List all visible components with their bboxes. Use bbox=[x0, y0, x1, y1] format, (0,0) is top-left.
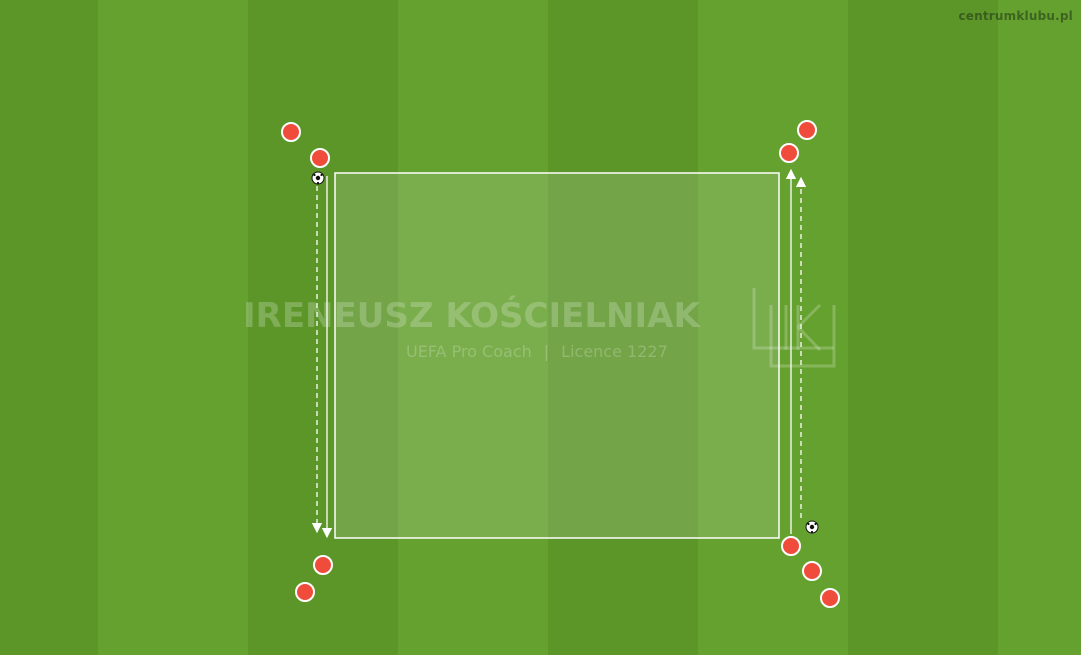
watermark-separator: | bbox=[543, 342, 550, 361]
player-marker bbox=[781, 536, 801, 556]
player-marker bbox=[281, 122, 301, 142]
training-zone bbox=[334, 172, 780, 539]
players bbox=[281, 120, 840, 608]
player-marker bbox=[820, 588, 840, 608]
player-marker bbox=[779, 143, 799, 163]
player-marker bbox=[295, 582, 315, 602]
site-label: centrumklubu.pl bbox=[958, 9, 1073, 23]
watermark-subtitle: UEFA Pro Coach | Licence 1227 bbox=[406, 342, 668, 361]
watermark-licence: Licence 1227 bbox=[561, 342, 668, 361]
player-marker bbox=[797, 120, 817, 140]
player-marker bbox=[310, 148, 330, 168]
player-marker bbox=[313, 555, 333, 575]
ball-icon bbox=[311, 171, 325, 185]
ik-logo-watermark bbox=[752, 288, 836, 368]
player-marker bbox=[802, 561, 822, 581]
watermark-role: UEFA Pro Coach bbox=[406, 342, 532, 361]
watermark-coach-name: IRENEUSZ KOŚCIELNIAK bbox=[243, 296, 700, 336]
ball-icon bbox=[805, 520, 819, 534]
